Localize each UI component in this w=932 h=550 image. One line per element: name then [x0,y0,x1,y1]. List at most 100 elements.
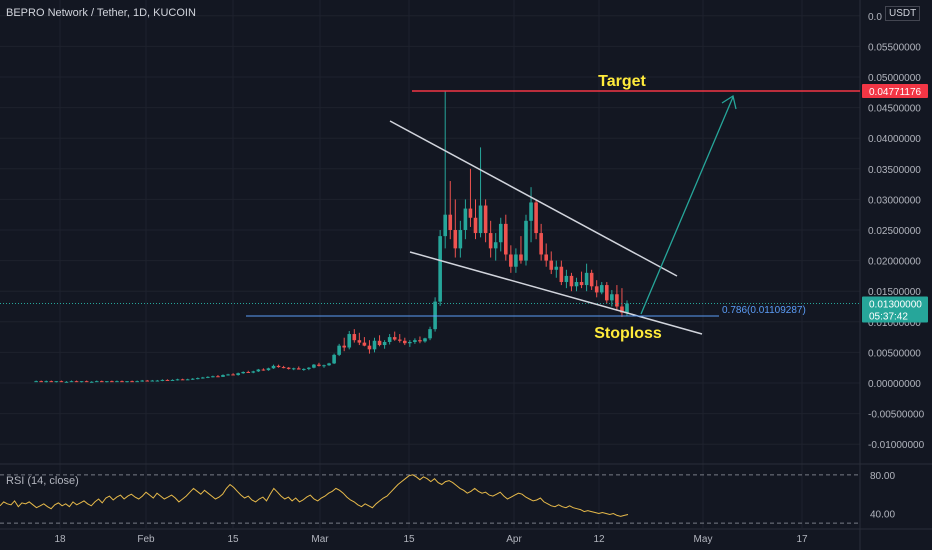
candle-body [625,303,629,313]
candle-body [312,364,316,368]
target-label: Target [598,73,646,90]
candle-body [155,380,160,382]
currency-unit[interactable]: USDT [885,6,921,21]
candle-body [493,242,498,249]
candle-body [337,345,341,355]
candle-body [150,380,155,382]
candle-body [145,380,150,382]
candle-body [160,379,165,381]
candle-body [261,369,266,371]
candle-body [584,272,589,286]
candle-body [216,376,220,378]
time-axis-label: Apr [506,534,522,545]
chart-title: BEPRO Network / Tether, 1D, KUCOIN [6,7,196,19]
candle-body [438,236,442,302]
candle-body [180,379,185,381]
time-axis-label: 18 [54,534,66,545]
time-axis-label: 15 [403,534,415,545]
candle-body [175,379,180,381]
candle-body [317,364,321,366]
candle-body [559,266,564,283]
candle-body [367,345,372,350]
candle-body [519,254,523,261]
current-price-badge-text: 0.01300000 [869,299,922,310]
candle-body [120,381,124,383]
candle-body [418,340,422,342]
candle-body [403,340,407,344]
candle-body [504,223,508,255]
candle-body [544,254,548,261]
candle-body [392,337,397,340]
time-axis-label: Feb [137,534,155,545]
candle-body [529,202,533,221]
candle-body [195,378,200,380]
wedge-upper-line [389,120,678,277]
candle-body [458,230,463,249]
candle-body [94,381,99,383]
price-axis-label: 0.03500000 [868,165,921,176]
candle-body [170,379,175,381]
candle-body [74,381,79,383]
time-axis-label: Mar [311,534,329,545]
candle-body [110,381,114,383]
price-axis-label: 0.05000000 [868,73,921,84]
candle-body [231,374,235,376]
candle-body [498,223,503,243]
candle-body [443,214,447,237]
time-axis-label: 15 [227,534,239,545]
candle-body [382,341,387,346]
candle-body [428,329,432,339]
price-axis-label: 0.01500000 [868,287,921,298]
wedge-lower-line [409,251,703,335]
candle-body [84,381,89,383]
candle-body [211,376,215,378]
candle-body [226,374,230,376]
candle-body [342,345,346,348]
projection-arrowhead [721,94,737,110]
candle-body [524,220,528,261]
price-axis-label: 0.0 [868,12,882,23]
candle-body [140,380,144,382]
rsi-axis-label: 40.00 [870,510,895,521]
candle-body [408,341,412,344]
candle-body [468,208,473,218]
price-axis-label: 0.03000000 [868,195,921,206]
price-axis-label: 0.05500000 [868,42,921,53]
candle-body [509,254,513,267]
candle-body [49,381,54,383]
candle-body [539,233,543,255]
candle-body [423,338,427,342]
candle-body [347,334,352,348]
candle-body [34,381,38,383]
price-axis-label: 0.02500000 [868,226,921,237]
candle-body [463,208,468,230]
candle-body [201,377,205,379]
candle-body [473,217,478,234]
drawings: Target 0.786(0.01109287) Stoploss [0,73,860,342]
candle-body [448,214,453,230]
projection-arrow [640,96,734,315]
candle-body [105,381,109,383]
candle-body [44,381,49,383]
rsi-axis-label: 80.00 [870,471,895,482]
price-axis-label: 0.00500000 [868,348,921,359]
candle-body [352,334,357,341]
candle-body [291,368,296,370]
candle-body [564,275,569,283]
price-axis-label: 0.04000000 [868,134,921,145]
candle-body [251,371,256,373]
candle-body [256,369,261,372]
candle-body [357,340,362,343]
candle-body [514,254,518,267]
candle-body [125,381,129,383]
candle-body [413,340,417,342]
current-price-badge-bg [862,296,928,323]
candle-body [569,275,574,287]
candle-body [397,339,402,341]
candle-body [286,367,291,369]
time-axis-label: May [694,534,713,545]
candle-body [271,365,276,369]
candles [34,91,629,383]
